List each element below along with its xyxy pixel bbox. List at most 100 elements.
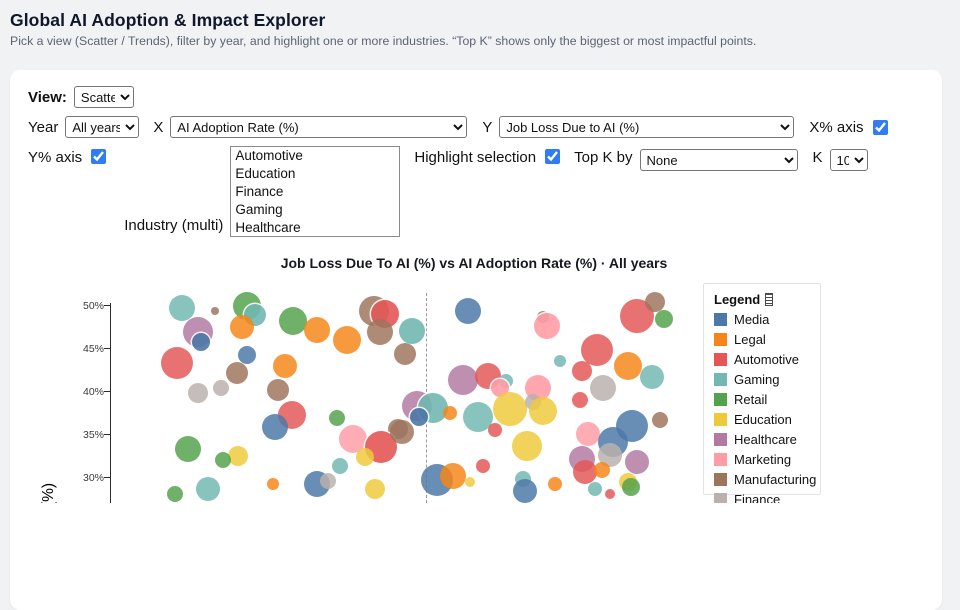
scatter-point[interactable] <box>554 355 566 367</box>
k-select[interactable]: 10 <box>829 149 868 171</box>
scatter-point[interactable] <box>529 397 557 425</box>
legend-item-label: Finance <box>734 492 781 503</box>
scatter-point[interactable] <box>465 477 475 487</box>
scatter-point[interactable] <box>534 313 560 339</box>
scatter-point[interactable] <box>655 310 673 328</box>
scatter-point[interactable] <box>581 334 613 366</box>
chart-title: Job Loss Due To AI (%) vs AI Adoption Ra… <box>280 255 668 271</box>
scatter-point[interactable] <box>188 383 208 403</box>
year-select[interactable]: All years <box>65 116 140 138</box>
scatter-point[interactable] <box>230 315 254 339</box>
y-pct-checkbox[interactable] <box>91 149 107 164</box>
topk-select[interactable]: None <box>639 149 798 171</box>
scatter-point[interactable] <box>488 423 502 437</box>
scatter-point[interactable] <box>262 414 288 440</box>
legend-item-label: Manufacturing <box>734 472 817 487</box>
industry-option[interactable]: Education <box>231 165 399 183</box>
scatter-point[interactable] <box>228 446 248 466</box>
industry-multiselect[interactable]: AutomotiveEducationFinanceGamingHealthca… <box>230 146 401 237</box>
scatter-point[interactable] <box>572 361 592 381</box>
scatter-point[interactable] <box>238 346 256 364</box>
scatter-point[interactable] <box>279 307 307 335</box>
scatter-point[interactable] <box>161 347 193 379</box>
scatter-point[interactable] <box>329 410 345 426</box>
legend-swatch <box>714 313 727 326</box>
legend-item: Legal <box>714 332 814 347</box>
y-axis-select[interactable]: Job Loss Due to AI (%) <box>499 116 795 138</box>
scatter-point[interactable] <box>332 458 348 474</box>
scatter-point[interactable] <box>320 473 336 489</box>
view-row: View: Scatter <box>28 86 942 108</box>
scatter-point[interactable] <box>512 431 542 461</box>
scatter-point[interactable] <box>614 352 642 380</box>
legend: Legend Media Legal Automotive Gaming Retail E… <box>703 283 821 503</box>
scatter-point[interactable] <box>594 462 610 478</box>
y-tick-label: 45% <box>82 343 104 355</box>
industry-option[interactable]: Automotive <box>231 147 399 165</box>
scatter-point[interactable] <box>167 486 183 502</box>
legend-item: Finance <box>714 492 814 503</box>
scatter-point[interactable] <box>576 422 600 446</box>
scatter-point[interactable] <box>192 333 210 351</box>
scatter-point[interactable] <box>455 298 481 324</box>
x-pct-label: X% axis <box>809 118 864 136</box>
scatter-point[interactable] <box>226 362 248 384</box>
scatter-point[interactable] <box>399 318 425 344</box>
legend-title: Legend <box>714 292 814 307</box>
scatter-point[interactable] <box>476 459 490 473</box>
scatter-point[interactable] <box>573 460 597 484</box>
scatter-point[interactable] <box>448 365 478 395</box>
scatter-point[interactable] <box>365 479 385 499</box>
y-axis-line <box>110 303 111 503</box>
scatter-point[interactable] <box>652 412 668 428</box>
scatter-point[interactable] <box>356 448 374 466</box>
scatter-point[interactable] <box>273 354 297 378</box>
scatter-point[interactable] <box>548 477 562 491</box>
scatter-point[interactable] <box>367 319 393 345</box>
highlight-label: Highlight selection <box>414 149 537 166</box>
scatter-point[interactable] <box>394 343 416 365</box>
scatter-point[interactable] <box>267 379 289 401</box>
scatter-point[interactable] <box>645 292 665 312</box>
scatter-point[interactable] <box>267 478 279 490</box>
scatter-point[interactable] <box>443 406 457 420</box>
scatter-point[interactable] <box>513 479 537 503</box>
scatter-point[interactable] <box>625 450 649 474</box>
x-pct-checkbox[interactable] <box>872 119 888 135</box>
scatter-point[interactable] <box>390 420 414 444</box>
scatter-point[interactable] <box>196 477 220 501</box>
industry-label: Industry (multi) <box>124 217 224 234</box>
scatter-point[interactable] <box>590 375 616 401</box>
y-tick-mark <box>104 477 110 478</box>
scatter-point[interactable] <box>175 436 201 462</box>
scatter-point[interactable] <box>215 452 231 468</box>
scatter-point[interactable] <box>605 489 615 499</box>
y-pct-label: Y% axis <box>28 149 83 166</box>
scatter-point[interactable] <box>211 307 219 315</box>
highlight-checkbox[interactable] <box>545 149 561 164</box>
industry-option[interactable]: Gaming <box>231 201 399 219</box>
x-axis-select[interactable]: AI Adoption Rate (%) <box>170 116 468 138</box>
page-title: Global AI Adoption & Impact Explorer <box>10 10 326 30</box>
legend-swatch <box>714 393 727 406</box>
scatter-point[interactable] <box>622 478 640 496</box>
scatter-point[interactable] <box>440 463 466 489</box>
x-axis-label: X <box>153 118 164 136</box>
scatter-point[interactable] <box>588 482 602 496</box>
legend-item: Retail <box>714 392 814 407</box>
legend-item-label: Education <box>734 412 792 427</box>
scatter-point[interactable] <box>640 365 664 389</box>
scatter-point[interactable] <box>572 392 588 408</box>
scatter-point[interactable] <box>169 295 195 321</box>
k-label: K <box>812 149 823 166</box>
industry-option[interactable]: Healthcare <box>231 219 399 237</box>
scatter-chart: Job Loss Due To AI (%) (%) 50%45%40%35%3… <box>28 275 942 503</box>
scatter-point[interactable] <box>304 317 330 343</box>
view-select[interactable]: Scatter <box>73 86 134 108</box>
scatter-point[interactable] <box>213 380 229 396</box>
scatter-point[interactable] <box>333 326 361 354</box>
industry-option[interactable]: Finance <box>231 183 399 201</box>
scatter-point[interactable] <box>493 392 527 426</box>
legend-swatch <box>714 413 727 426</box>
scatter-point[interactable] <box>410 408 428 426</box>
